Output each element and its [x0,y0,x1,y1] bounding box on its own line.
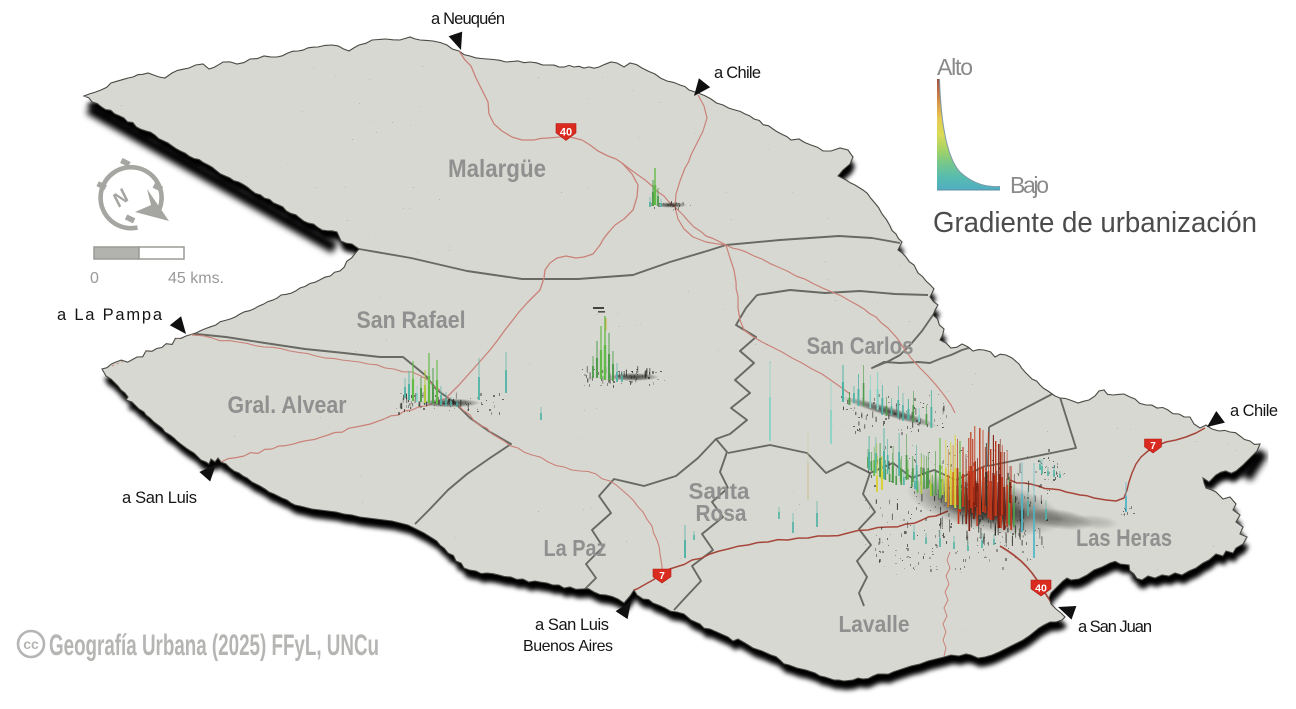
svg-text:Santa: Santa [689,478,750,504]
svg-text:cc: cc [23,636,39,652]
svg-text:a San Juan: a San Juan [1078,618,1152,636]
svg-text:a San Luis: a San Luis [122,489,197,507]
svg-text:Rosa: Rosa [696,500,747,526]
svg-text:a Neuquén: a Neuquén [431,10,505,28]
svg-text:a Chile: a Chile [1230,402,1278,420]
svg-text:Gradiente de urbanización: Gradiente de urbanización [933,207,1257,239]
svg-text:40: 40 [1035,582,1047,594]
svg-text:Malargüe: Malargüe [448,155,546,183]
svg-text:Lavalle: Lavalle [839,611,910,637]
svg-text:a Chile: a Chile [714,64,761,82]
svg-text:Buenos Aires: Buenos Aires [523,638,613,655]
svg-text:Geografía Urbana (2025) FFyL,: Geografía Urbana (2025) FFyL, UNCu [49,629,379,662]
svg-text:7: 7 [659,571,665,582]
svg-text:7: 7 [1150,441,1156,452]
svg-text:0: 0 [90,270,99,287]
svg-text:40: 40 [560,127,572,139]
svg-text:Alto: Alto [937,54,973,80]
svg-text:a La Pampa: a La Pampa [57,306,163,324]
svg-text:San Carlos: San Carlos [807,333,914,360]
svg-text:a San Luis: a San Luis [535,616,609,634]
svg-text:Gral. Alvear: Gral. Alvear [228,392,347,419]
svg-text:San Rafael: San Rafael [357,307,466,334]
svg-text:La Paz: La Paz [544,535,607,561]
svg-text:Las Heras: Las Heras [1076,525,1172,552]
svg-text:45 kms.: 45 kms. [168,270,224,287]
svg-text:Bajo: Bajo [1010,172,1049,198]
